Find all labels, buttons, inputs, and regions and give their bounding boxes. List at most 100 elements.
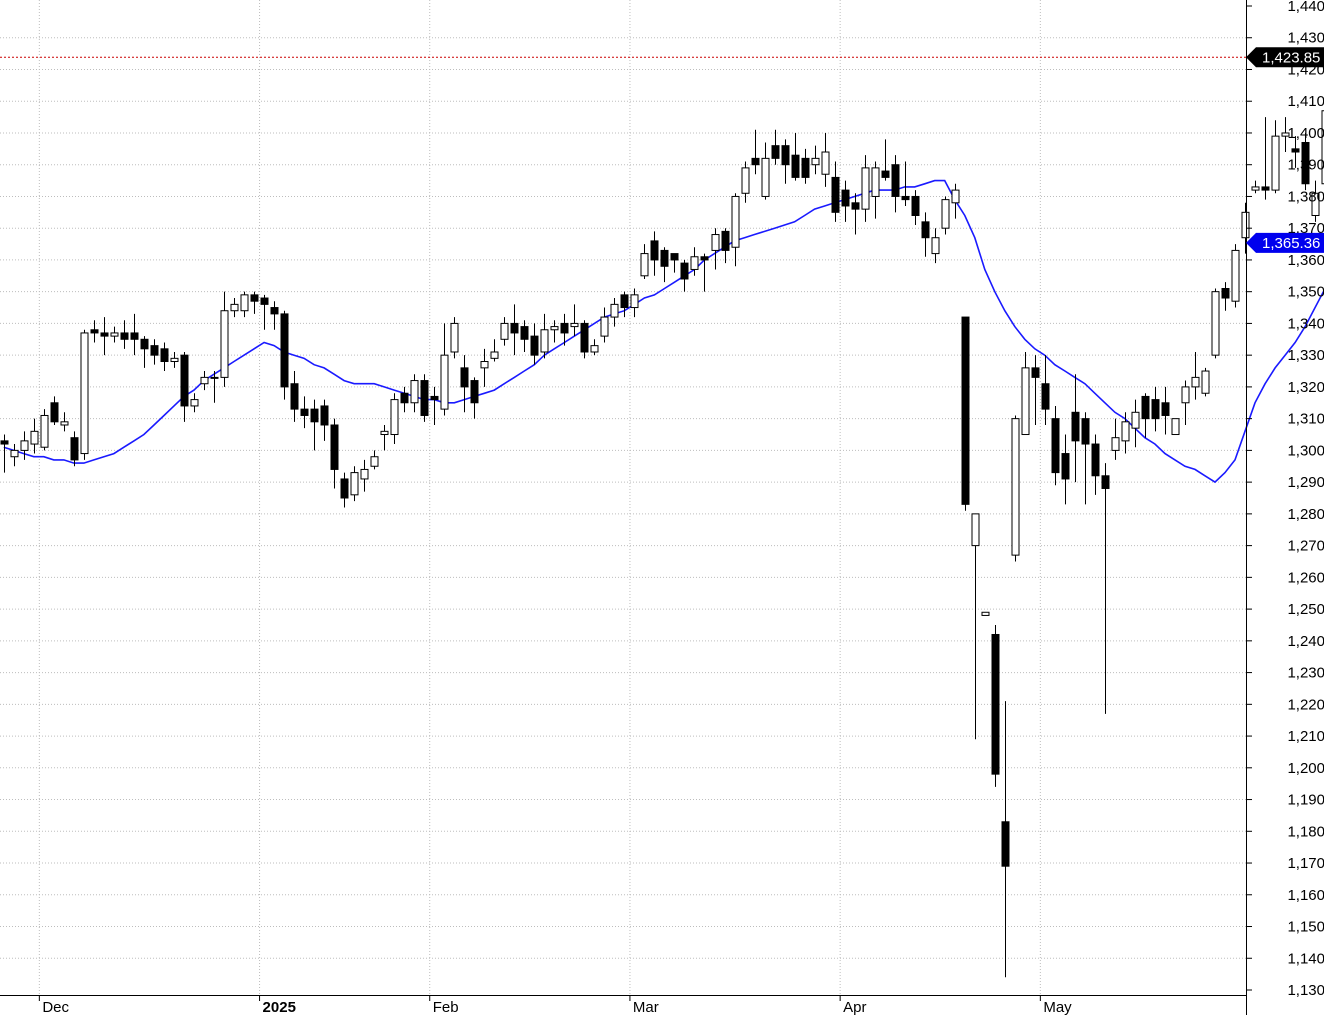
- y-tick-label: 1,270: [1287, 538, 1324, 555]
- candle: [1251, 180, 1260, 194]
- candle-body-down: [520, 326, 529, 340]
- candle-body-down: [991, 633, 1000, 775]
- candle: [1051, 405, 1060, 486]
- candle: [791, 132, 800, 181]
- candle-body-up: [40, 414, 49, 448]
- candle-body-up: [951, 189, 960, 204]
- moving-average-badge-shape: [1246, 232, 1324, 253]
- candle: [120, 320, 129, 349]
- candle: [200, 371, 209, 391]
- candle-body-down: [911, 195, 920, 216]
- candle-body-down: [470, 380, 479, 404]
- candle-body-down: [801, 157, 810, 178]
- candle-body-up: [230, 303, 239, 312]
- candle: [731, 193, 740, 267]
- candle: [290, 371, 299, 422]
- candle: [610, 298, 619, 327]
- candle-body-down: [120, 332, 129, 340]
- candle: [640, 244, 649, 279]
- candle: [1081, 412, 1090, 505]
- candle: [650, 231, 659, 276]
- candle: [260, 294, 269, 330]
- candle: [1221, 282, 1230, 311]
- x-tick-label: Dec: [42, 999, 69, 1015]
- candle: [1151, 386, 1160, 432]
- candle: [1281, 117, 1290, 153]
- last-price-badge-label: 1,423.85: [1262, 49, 1320, 66]
- candle-body-up: [971, 513, 980, 547]
- candle-body-down: [250, 294, 259, 302]
- candle-body-up: [1321, 110, 1324, 185]
- candle-body-down: [891, 164, 900, 197]
- candle: [1131, 399, 1140, 448]
- candle-body-down: [420, 380, 429, 416]
- candle-body-down: [340, 478, 349, 499]
- y-tick-label: 1,400: [1287, 125, 1324, 142]
- candle: [690, 247, 699, 276]
- candle-body-up: [690, 256, 699, 270]
- candle-body-up: [610, 303, 619, 318]
- candle-body-up: [1271, 135, 1280, 191]
- candle: [160, 342, 169, 372]
- candle-body-down: [660, 249, 669, 267]
- candle-body-down: [150, 345, 159, 356]
- candle-body-up: [500, 322, 509, 340]
- candle: [10, 444, 19, 467]
- candle: [340, 472, 349, 508]
- candle: [320, 399, 329, 441]
- candle-body-up: [1311, 192, 1320, 216]
- candle: [1241, 202, 1250, 254]
- candle-body-down: [180, 354, 189, 407]
- candle: [620, 291, 629, 318]
- candle-body-up: [1281, 132, 1290, 137]
- candle: [280, 310, 289, 400]
- candle: [1061, 434, 1070, 505]
- candle: [140, 336, 149, 368]
- candle-body-down: [1091, 443, 1100, 477]
- candle-body-down: [320, 405, 329, 426]
- candle: [460, 355, 469, 413]
- candle: [600, 307, 609, 343]
- candle-body-down: [620, 294, 629, 309]
- candle-body-down: [881, 170, 890, 178]
- candle-body-down: [670, 253, 679, 261]
- candle-body-up: [1111, 437, 1120, 451]
- candle: [1181, 380, 1190, 425]
- candle-body-down: [140, 338, 149, 350]
- candle-body-up: [1171, 418, 1180, 436]
- candle-body-down: [0, 440, 9, 445]
- moving-average-badge: 1,365.36: [1246, 232, 1324, 253]
- y-tick-label: 1,220: [1287, 696, 1324, 713]
- candle: [170, 351, 179, 368]
- candle-body-down: [560, 322, 569, 334]
- candle: [1301, 132, 1310, 191]
- candle: [1231, 244, 1240, 308]
- y-tick-label: 1,320: [1287, 379, 1324, 396]
- candle: [1001, 701, 1010, 978]
- candle-body-up: [761, 157, 770, 197]
- candle: [540, 313, 549, 359]
- candle-body-down: [851, 202, 860, 210]
- candle-body-up: [811, 157, 820, 166]
- y-tick-label: 1,380: [1287, 188, 1324, 205]
- x-tick-label: May: [1043, 999, 1072, 1015]
- candle: [741, 161, 750, 203]
- candle: [420, 374, 429, 422]
- moving-average-layer: [3, 179, 1324, 484]
- candle-body-up: [861, 167, 870, 210]
- candle-body-up: [1231, 249, 1240, 302]
- candle-body-down: [1081, 418, 1090, 445]
- candle-body-down: [100, 332, 109, 337]
- candle-body-up: [30, 430, 39, 445]
- candle-body-up: [1191, 376, 1200, 388]
- candle-body-up: [380, 430, 389, 436]
- candle: [821, 132, 830, 187]
- x-tick-label: Apr: [843, 999, 866, 1015]
- candle-body-down: [1101, 475, 1110, 489]
- candle: [510, 304, 519, 356]
- candle-body-down: [70, 437, 79, 461]
- candle: [50, 396, 59, 425]
- candle-body-down: [50, 402, 59, 423]
- candle: [570, 304, 579, 337]
